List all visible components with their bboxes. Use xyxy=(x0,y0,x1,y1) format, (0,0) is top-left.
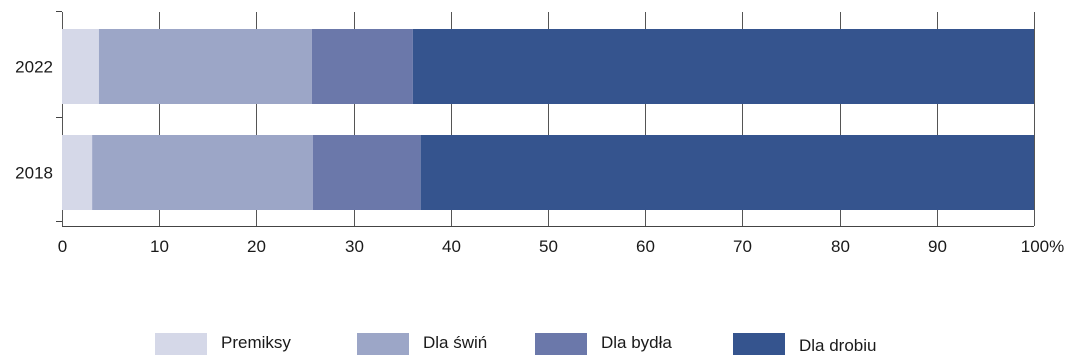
x-tick-label-50: 50 xyxy=(539,237,558,256)
x-tick-label-100: 100% xyxy=(1021,237,1064,256)
bar-2018-dla-świń xyxy=(92,135,313,210)
legend-label-1: Dla świń xyxy=(423,333,487,352)
x-tick-label-60: 60 xyxy=(636,237,655,256)
legend-label-3: Dla drobiu xyxy=(799,336,877,355)
bar-2018-premiksy xyxy=(62,135,93,210)
bar-2022-dla-świń xyxy=(98,29,312,104)
bar-2018-dla-drobiu xyxy=(420,135,1035,210)
bar-2018-dla-bydła xyxy=(312,135,421,210)
bar-2022-dla-bydła xyxy=(311,29,413,104)
x-tick-label-90: 90 xyxy=(928,237,947,256)
category-label-2018: 2018 xyxy=(15,164,53,183)
category-label-2022: 2022 xyxy=(15,58,53,77)
x-tick-label-40: 40 xyxy=(442,237,461,256)
x-tick-label-20: 20 xyxy=(247,237,266,256)
axes: 0 10 20 30 40 50 60 70 80 90 100% 2022 2018 xyxy=(15,11,1064,256)
legend-swatch-0 xyxy=(155,333,207,355)
legend-swatch-3 xyxy=(733,333,785,355)
legend-swatch-2 xyxy=(535,333,587,355)
x-tick-label-30: 30 xyxy=(345,237,364,256)
legend-label-0: Premiksy xyxy=(221,333,291,352)
legend-swatch-1 xyxy=(357,333,409,355)
x-tick-label-0: 0 xyxy=(58,237,67,256)
legend: Premiksy Dla świń Dla bydła Dla drobiu xyxy=(155,333,877,355)
x-tick-label-70: 70 xyxy=(733,237,752,256)
legend-label-2: Dla bydła xyxy=(601,333,672,352)
bar-2022-dla-drobiu xyxy=(412,29,1035,104)
bars xyxy=(62,29,1035,210)
x-tick-label-10: 10 xyxy=(150,237,169,256)
bar-2022-premiksy xyxy=(62,29,99,104)
x-tick-label-80: 80 xyxy=(831,237,850,256)
